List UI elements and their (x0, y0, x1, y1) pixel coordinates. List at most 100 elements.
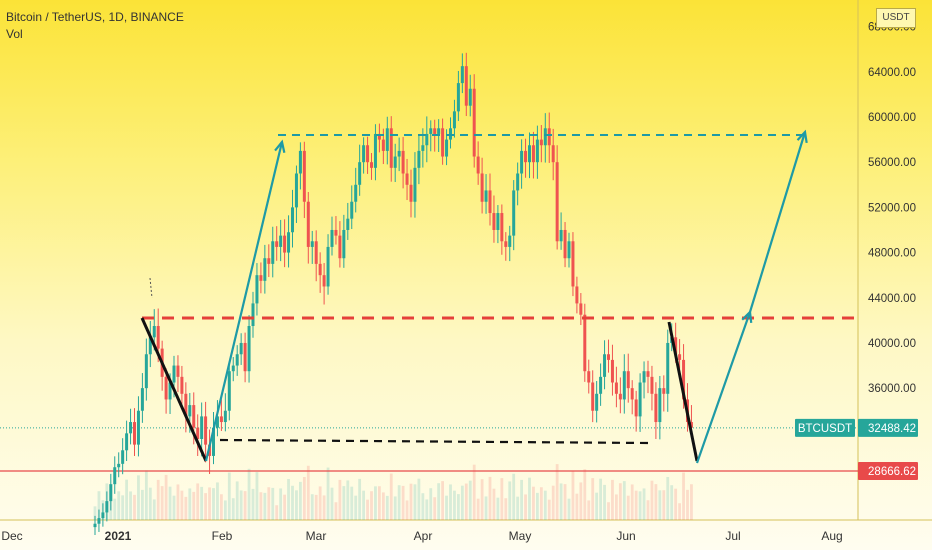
projection-arrow-left (204, 141, 284, 462)
volume-bar (666, 477, 670, 520)
volume-bar (551, 485, 555, 520)
volume-bar (622, 481, 626, 520)
candle-body (445, 139, 449, 157)
candle-body (215, 416, 219, 428)
neckline-dashed-line (219, 438, 649, 445)
candle-body (512, 190, 516, 236)
volume-bar (468, 480, 472, 520)
candle-body (630, 388, 634, 400)
candle-body (488, 190, 492, 214)
x-tick-label: May (509, 529, 532, 543)
candle-body (476, 156, 480, 174)
candle-body (342, 229, 346, 259)
projection-arrow-right-head (796, 129, 808, 144)
candle-body (196, 427, 200, 439)
candle-body (109, 484, 113, 502)
symbol-tag-bg (795, 418, 855, 437)
candle-body (358, 162, 362, 185)
candle-body (259, 275, 263, 281)
candle-body (113, 467, 117, 485)
volume-bar (393, 496, 397, 520)
volume-bar (504, 498, 508, 520)
volume-bar (216, 482, 219, 520)
volume-bar (539, 487, 543, 520)
x-tick-label: Dec (1, 529, 22, 543)
volume-bar (196, 483, 200, 520)
candle-body (125, 433, 129, 451)
symbol-title: Bitcoin / TetherUS, 1D, BINANCE (6, 10, 184, 24)
candle-body (176, 365, 180, 377)
volume-bar (449, 484, 452, 520)
volume-bar (164, 474, 168, 520)
candle-body (144, 354, 148, 389)
candle-body (622, 371, 626, 400)
candle-body (235, 354, 239, 366)
candle-body (318, 263, 322, 276)
volume-bar (397, 485, 401, 520)
volume-bar (144, 470, 148, 520)
candle-body (401, 150, 405, 174)
candle-body (362, 145, 366, 163)
candle-body (152, 326, 156, 338)
volume-bar (133, 494, 136, 520)
projection-arrow-right (748, 131, 807, 313)
volume-bar (160, 486, 164, 520)
volume-bar (287, 479, 290, 520)
volume-bar (275, 505, 279, 520)
candle-body (421, 145, 425, 151)
volume-bar (516, 496, 520, 520)
candle-body (468, 88, 472, 106)
candle-body (535, 139, 539, 163)
candle-body (334, 229, 338, 236)
volume-bar (484, 496, 488, 520)
volume-bar (299, 481, 302, 520)
candle-body (650, 376, 654, 394)
candle-body (642, 371, 646, 383)
volume-bar (571, 470, 575, 520)
y-tick-label: 56000.00 (868, 157, 916, 169)
volume-bar (180, 490, 184, 520)
volume-bar (302, 477, 306, 520)
candle-body (314, 241, 318, 264)
candle-body (571, 241, 575, 287)
volume-bar (563, 484, 567, 520)
volume-bar (618, 483, 622, 520)
volume-bar (148, 487, 152, 520)
currency-unit-badge[interactable]: USDT (876, 8, 916, 28)
candle-body (662, 388, 666, 394)
volume-bar (117, 491, 121, 520)
volume-bar (472, 464, 476, 520)
volume-bar (460, 485, 464, 520)
candle-body (223, 410, 227, 423)
candle-body (614, 382, 618, 394)
volume-bar (227, 472, 231, 520)
volume-bar (575, 493, 579, 520)
candle-body (350, 201, 354, 219)
volume-bar (453, 490, 456, 520)
candle-body (133, 422, 136, 445)
candle-body (338, 235, 342, 259)
volume-bar (251, 488, 255, 520)
volume-bar (259, 492, 263, 520)
candle-body (172, 365, 176, 383)
candle-body (567, 241, 571, 259)
candle-body (231, 365, 235, 372)
volume-bar (295, 490, 298, 520)
candle-body (674, 337, 678, 355)
candle-body (373, 133, 377, 168)
candle-body (429, 128, 433, 134)
candle-body (666, 342, 670, 394)
volume-bar (374, 486, 377, 520)
candle-body (464, 66, 468, 106)
volume-bar (445, 495, 448, 520)
volume-bar (168, 486, 172, 520)
candle-body (452, 111, 456, 129)
candle-body (291, 207, 294, 233)
volume-bar (599, 478, 602, 520)
candle-body (607, 354, 610, 360)
volume-bar (279, 488, 283, 520)
volume-bar (429, 488, 433, 520)
volume-bar (421, 493, 425, 520)
